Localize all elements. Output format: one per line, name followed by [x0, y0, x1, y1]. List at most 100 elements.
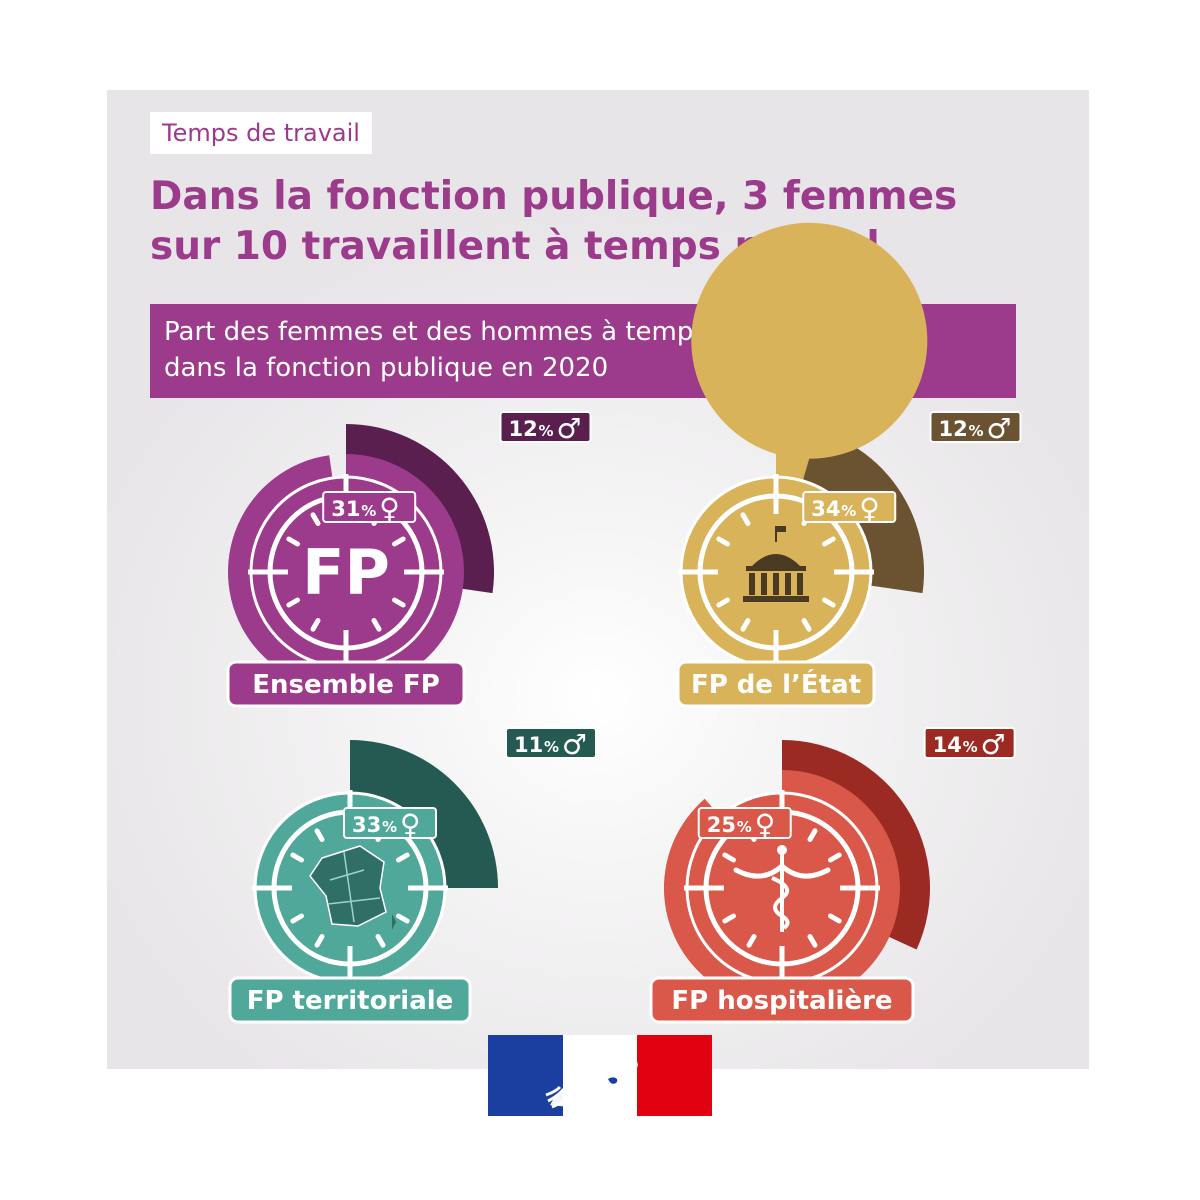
- fp-etat-men-badge: [929, 411, 1022, 443]
- flag-red-band: [637, 1035, 712, 1116]
- ensemble-fp-hour-tick: [371, 617, 382, 632]
- fp-etat-hour-tick: [716, 597, 731, 608]
- fp-etat-hour-tick: [821, 597, 836, 608]
- ensemble-fp-hour-tick: [391, 597, 406, 608]
- fp-territoriale-hour-tick: [290, 852, 305, 863]
- fp-territoriale-women-badge: [343, 807, 437, 839]
- wings: [733, 862, 831, 879]
- clock-fp-etat: 12% ♂34% ♀FP de l’État: [676, 222, 1022, 708]
- fp-hospitaliere-hour-tick: [827, 913, 842, 924]
- france-outline: [309, 845, 387, 927]
- clock-fp-territoriale: 11% ♂33% ♀FP territoriale: [228, 727, 597, 1024]
- fp-hospitaliere-men-badge: [923, 727, 1016, 759]
- ensemble-fp-men-unit: %: [538, 422, 553, 440]
- dome-shape: [752, 554, 800, 566]
- fp-territoriale-hour-tick: [395, 852, 410, 863]
- fp-etat-hour-tick: [801, 617, 812, 632]
- fp-hospitaliere-hour-tick: [827, 852, 842, 863]
- title-line-1: Dans la fonction publique, 3 femmes: [150, 174, 958, 219]
- men-symbol-icon: ♂: [986, 412, 1011, 445]
- topic-tag: Temps de travail: [150, 112, 372, 154]
- building-column: [773, 573, 779, 595]
- fp-hospitaliere-label: FP hospitalière: [671, 986, 892, 1016]
- fp-territoriale-women-value: 33: [352, 813, 381, 837]
- ensemble-fp-label: Ensemble FP: [252, 670, 440, 700]
- ensemble-fp-men-value: 12: [508, 417, 537, 441]
- fp-hospitaliere-women-value: 25: [707, 813, 736, 837]
- ensemble-fp-women-unit: %: [361, 502, 376, 520]
- fp-territoriale-men-value: 11: [514, 733, 543, 757]
- building-column: [749, 573, 755, 595]
- fp-territoriale-women-unit: %: [382, 818, 397, 836]
- fp-territoriale-hour-tick: [314, 933, 325, 948]
- men-symbol-icon: ♂: [556, 412, 581, 445]
- serpent: [771, 876, 790, 930]
- fp-etat-women-unit: %: [841, 502, 856, 520]
- fp-hospitaliere-hour-tick: [746, 933, 757, 948]
- building-base: [743, 596, 809, 602]
- ensemble-fp-hour-tick: [286, 597, 301, 608]
- marianne-profile-icon: [545, 1046, 638, 1111]
- marianne-logo: [488, 1035, 712, 1116]
- fp-etat-women-badge: [802, 491, 897, 523]
- women-symbol-icon: ♀: [400, 808, 421, 841]
- fp-etat-hour-tick: [740, 617, 751, 632]
- ensemble-fp-hour-tick: [310, 617, 321, 632]
- ensemble-fp-women-badge: [322, 491, 417, 523]
- building-column: [761, 573, 767, 595]
- fp-etat-women-value: 34: [811, 497, 840, 521]
- fp-hospitaliere-women-unit: %: [737, 818, 752, 836]
- ensemble-fp-label-pill: [226, 660, 466, 708]
- fp-etat-label: FP de l’État: [691, 668, 861, 700]
- women-symbol-icon: ♀: [755, 808, 776, 841]
- fp-hospitaliere-hour-tick: [722, 913, 737, 924]
- fp-etat-men-value: 12: [938, 417, 967, 441]
- building-entablature: [746, 566, 806, 571]
- women-symbol-icon: ♀: [379, 492, 400, 525]
- fp-etat-hour-tick: [740, 512, 751, 527]
- fp-etat-hour-tick: [716, 536, 731, 547]
- fp-territoriale-men-unit: %: [544, 738, 559, 756]
- men-symbol-icon: ♂: [981, 728, 1006, 761]
- ensemble-fp-men-badge: [499, 411, 592, 443]
- fp-hospitaliere-label-pill: [649, 976, 915, 1024]
- women-symbol-icon: ♀: [859, 492, 880, 525]
- fp-territoriale-hour-tick: [395, 913, 410, 924]
- ensemble-fp-hour-tick: [391, 536, 406, 547]
- region-borders: [327, 851, 381, 923]
- ensemble-fp-women-value: 31: [331, 497, 360, 521]
- corsica-shape: [392, 914, 396, 930]
- fp-hospitaliere-women-badge: [697, 807, 792, 839]
- fp-territoriale-label-pill: [228, 976, 472, 1024]
- fp-hospitaliere-hour-tick: [807, 828, 818, 843]
- flag-shape: [776, 526, 786, 532]
- fp-etat-women-arc: [691, 222, 928, 572]
- fp-territoriale-hour-tick: [375, 933, 386, 948]
- fp-territoriale-hour-tick: [314, 828, 325, 843]
- france-map-icon: [309, 845, 396, 930]
- fp-etat-men-unit: %: [968, 422, 983, 440]
- fp-territoriale-hour-tick: [290, 913, 305, 924]
- fp-territoriale-label: FP territoriale: [247, 986, 454, 1016]
- subtitle-line-2: dans la fonction publique en 2020: [164, 353, 609, 383]
- fp-etat-label-pill: [676, 660, 876, 708]
- clock-fp-hospitaliere: 14% ♂25% ♀FP hospitalière: [649, 727, 1016, 1024]
- flag-blue-band: [488, 1035, 563, 1116]
- fp-hospitaliere-hour-tick: [722, 852, 737, 863]
- ensemble-fp-hour-tick: [286, 536, 301, 547]
- fp-center-text: FP: [302, 536, 390, 609]
- fp-etat-hour-tick: [821, 536, 836, 547]
- ensemble-fp-hour-tick: [310, 512, 321, 527]
- fp-territoriale-men-badge: [505, 727, 597, 759]
- fp-hospitaliere-men-unit: %: [963, 738, 978, 756]
- fp-letters-icon: FP: [302, 536, 390, 609]
- government-building-icon: [743, 526, 809, 602]
- building-column: [797, 573, 803, 595]
- fp-hospitaliere-men-value: 14: [933, 733, 962, 757]
- caduceus-icon: [733, 845, 831, 932]
- fp-hospitaliere-hour-tick: [807, 933, 818, 948]
- staff-knob: [777, 845, 787, 855]
- men-symbol-icon: ♂: [562, 728, 587, 761]
